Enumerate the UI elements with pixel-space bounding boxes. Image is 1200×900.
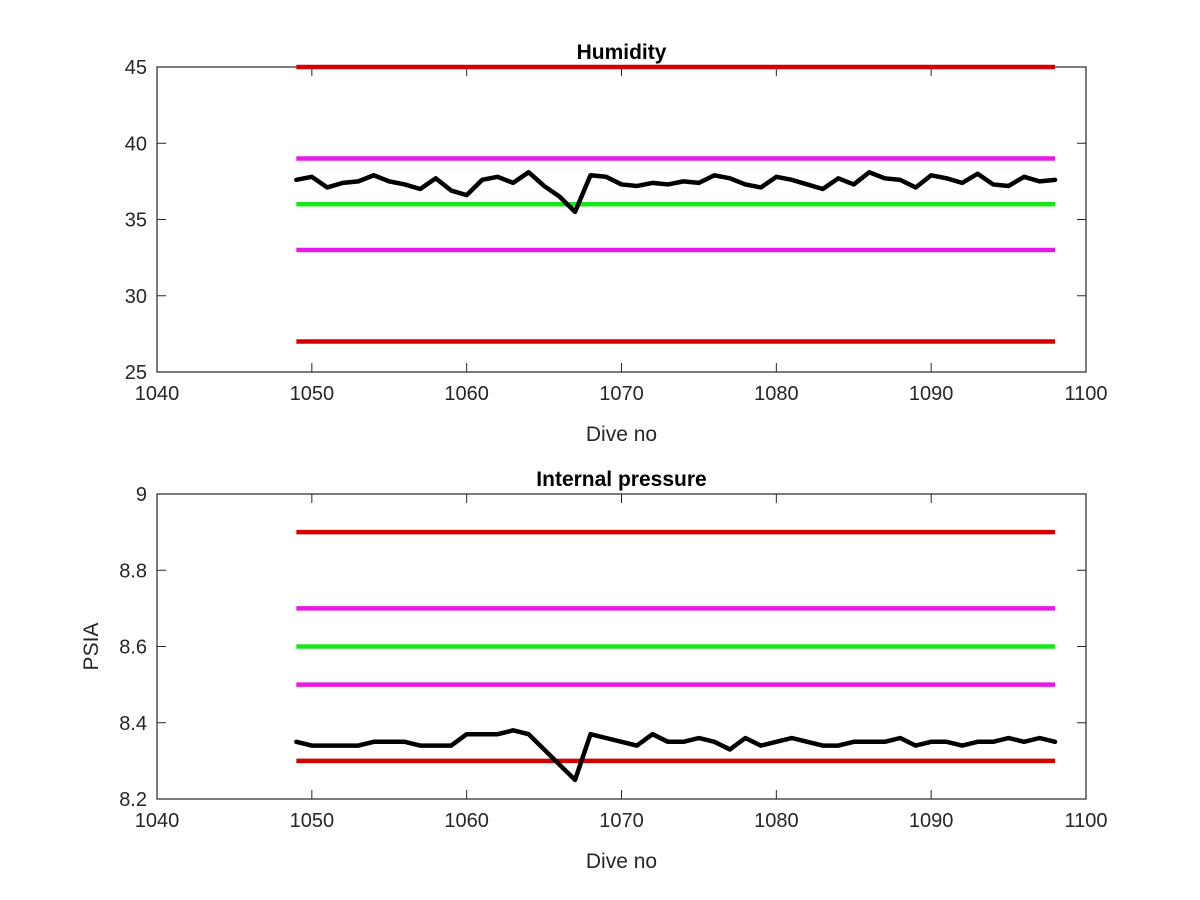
chart-panel-1: Humidity 1040 1050 1060 1070 1080 1090 1100 25 30… [125,41,1108,446]
x-tick-label: 1100 [1064,383,1107,405]
y-tick-label: 40 [125,133,147,155]
x-tick-label: 1080 [754,810,799,832]
x-tick-label: 1050 [290,810,335,832]
y-tick-label: 8.8 [119,560,147,582]
x-axis-label: Dive no [586,423,657,446]
x-tick-label: 1070 [599,383,644,405]
chart-panel-2: Internal pressure 1040 1050 1060 1070 1080 109… [80,468,1108,873]
x-tick-label: 1040 [135,383,180,405]
x-tick-label: 1080 [754,383,799,405]
data-series-line [294,169,1058,215]
x-tick-label: 1060 [444,383,489,405]
x-tick-label: 1090 [909,810,954,832]
y-tick-label: 8.4 [119,713,147,735]
y-tick-label: 45 [125,57,147,79]
chart-title: Humidity [577,41,667,64]
x-tick-label: 1070 [599,810,644,832]
x-axis-label: Dive no [586,850,657,873]
y-tick-label: 30 [125,286,147,308]
y-tick-label: 8.2 [119,789,147,811]
y-tick-label: 8.6 [119,637,147,659]
axes-box [156,66,1087,373]
data-series-line [294,728,1058,783]
x-tick-label: 1060 [444,810,489,832]
y-tick-label: 35 [125,210,147,232]
x-tick-label: 1090 [909,383,954,405]
chart-title: Internal pressure [536,468,706,491]
x-tick-label: 1050 [290,383,335,405]
x-tick-label: 1040 [135,810,180,832]
y-tick-label: 25 [125,362,147,384]
y-tick-label: 9 [136,484,147,506]
y-axis-label: PSIA [80,623,103,671]
x-tick-label: 1100 [1064,810,1107,832]
